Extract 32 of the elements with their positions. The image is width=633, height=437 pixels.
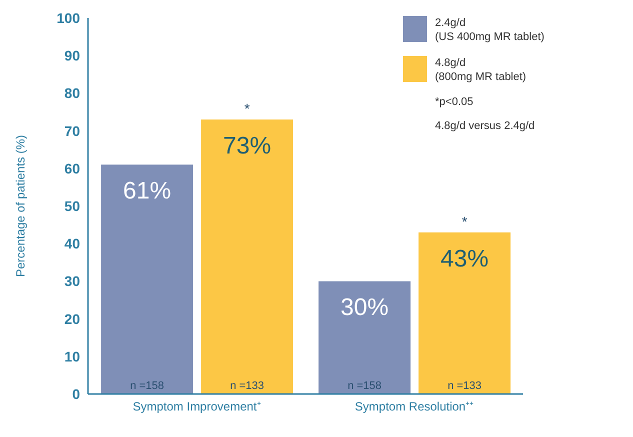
y-tick-label: 100 xyxy=(56,10,80,26)
legend-label: 2.4g/d (US 400mg MR tablet) xyxy=(435,16,544,44)
legend-label: 4.8g/d (800mg MR tablet) xyxy=(435,56,526,84)
annotation: * xyxy=(462,213,468,230)
annotation: 4.8g/d versus 2.4g/d xyxy=(435,120,536,132)
x-tick-label: Symptom Resolution⁺⁺ xyxy=(354,400,474,414)
annotation: n =133 xyxy=(448,380,482,392)
y-tick-label: 30 xyxy=(64,273,80,290)
y-tick-label: 50 xyxy=(64,198,80,214)
y-tick-label: 40 xyxy=(64,236,80,252)
data-label: 61% xyxy=(123,178,172,205)
y-tick-label: 10 xyxy=(64,348,80,364)
data-label: 30% xyxy=(340,294,389,322)
annotation: n =158 xyxy=(348,380,382,392)
y-tick-label: 0 xyxy=(72,386,80,402)
y-tick-label: 70 xyxy=(64,122,80,139)
bar xyxy=(101,164,194,394)
y-tick-label: 80 xyxy=(64,85,80,102)
y-tick-label: 90 xyxy=(64,48,80,64)
data-label: 43% xyxy=(440,245,489,272)
y-axis-title: Percentage of patients (%) xyxy=(13,134,28,278)
bar xyxy=(418,232,511,394)
annotation: * xyxy=(244,100,250,117)
y-tick-label: 60 xyxy=(64,160,80,176)
x-tick-label: Symptom Improvement⁺ xyxy=(132,400,261,414)
annotation: n =133 xyxy=(230,380,264,392)
data-label: 73% xyxy=(223,132,272,160)
bar xyxy=(318,281,411,394)
y-tick-label: 20 xyxy=(64,310,80,327)
annotation: *p<0.05 xyxy=(435,96,474,108)
bar xyxy=(201,120,294,394)
annotation: n =158 xyxy=(130,380,164,392)
